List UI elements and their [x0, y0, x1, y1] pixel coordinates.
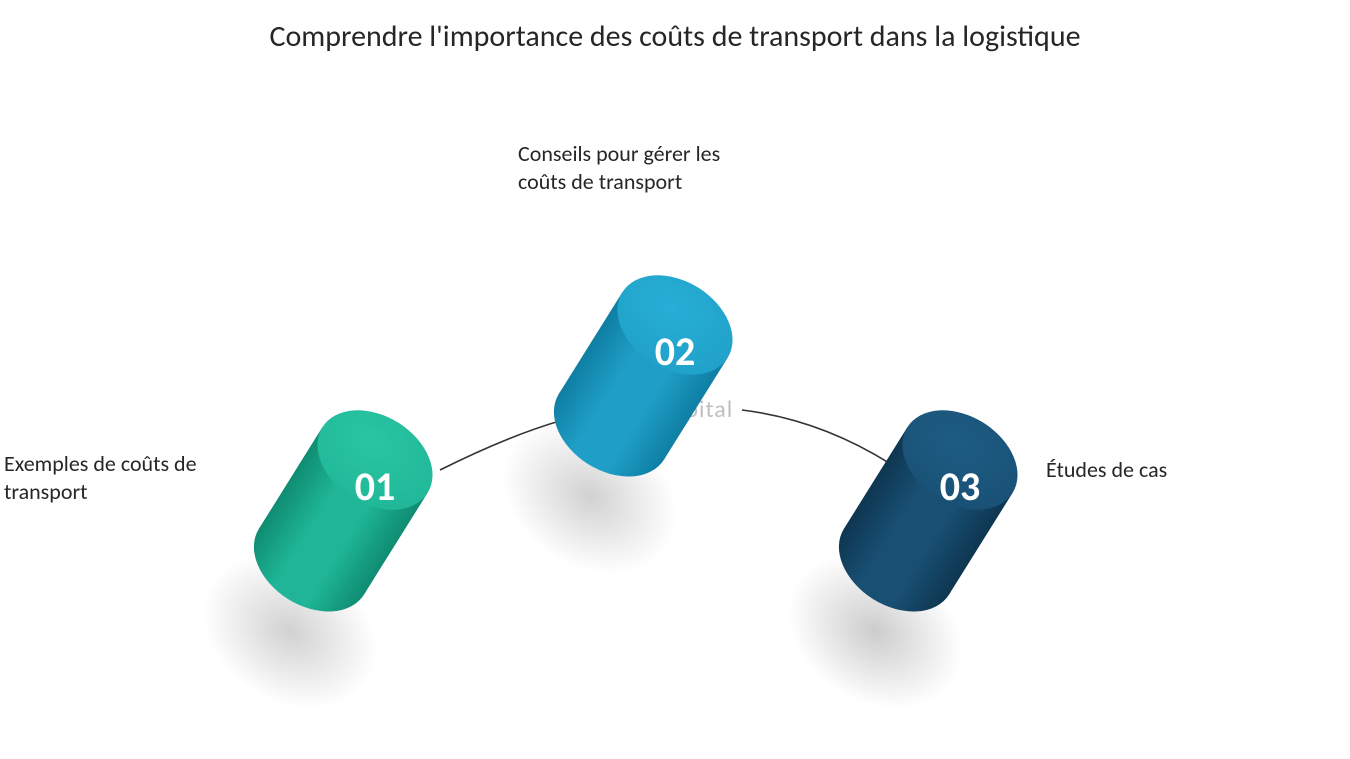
- cylinder-number-01: 01: [345, 462, 405, 511]
- cylinder-number-03: 03: [930, 462, 990, 511]
- cylinder-number-02: 02: [645, 327, 705, 376]
